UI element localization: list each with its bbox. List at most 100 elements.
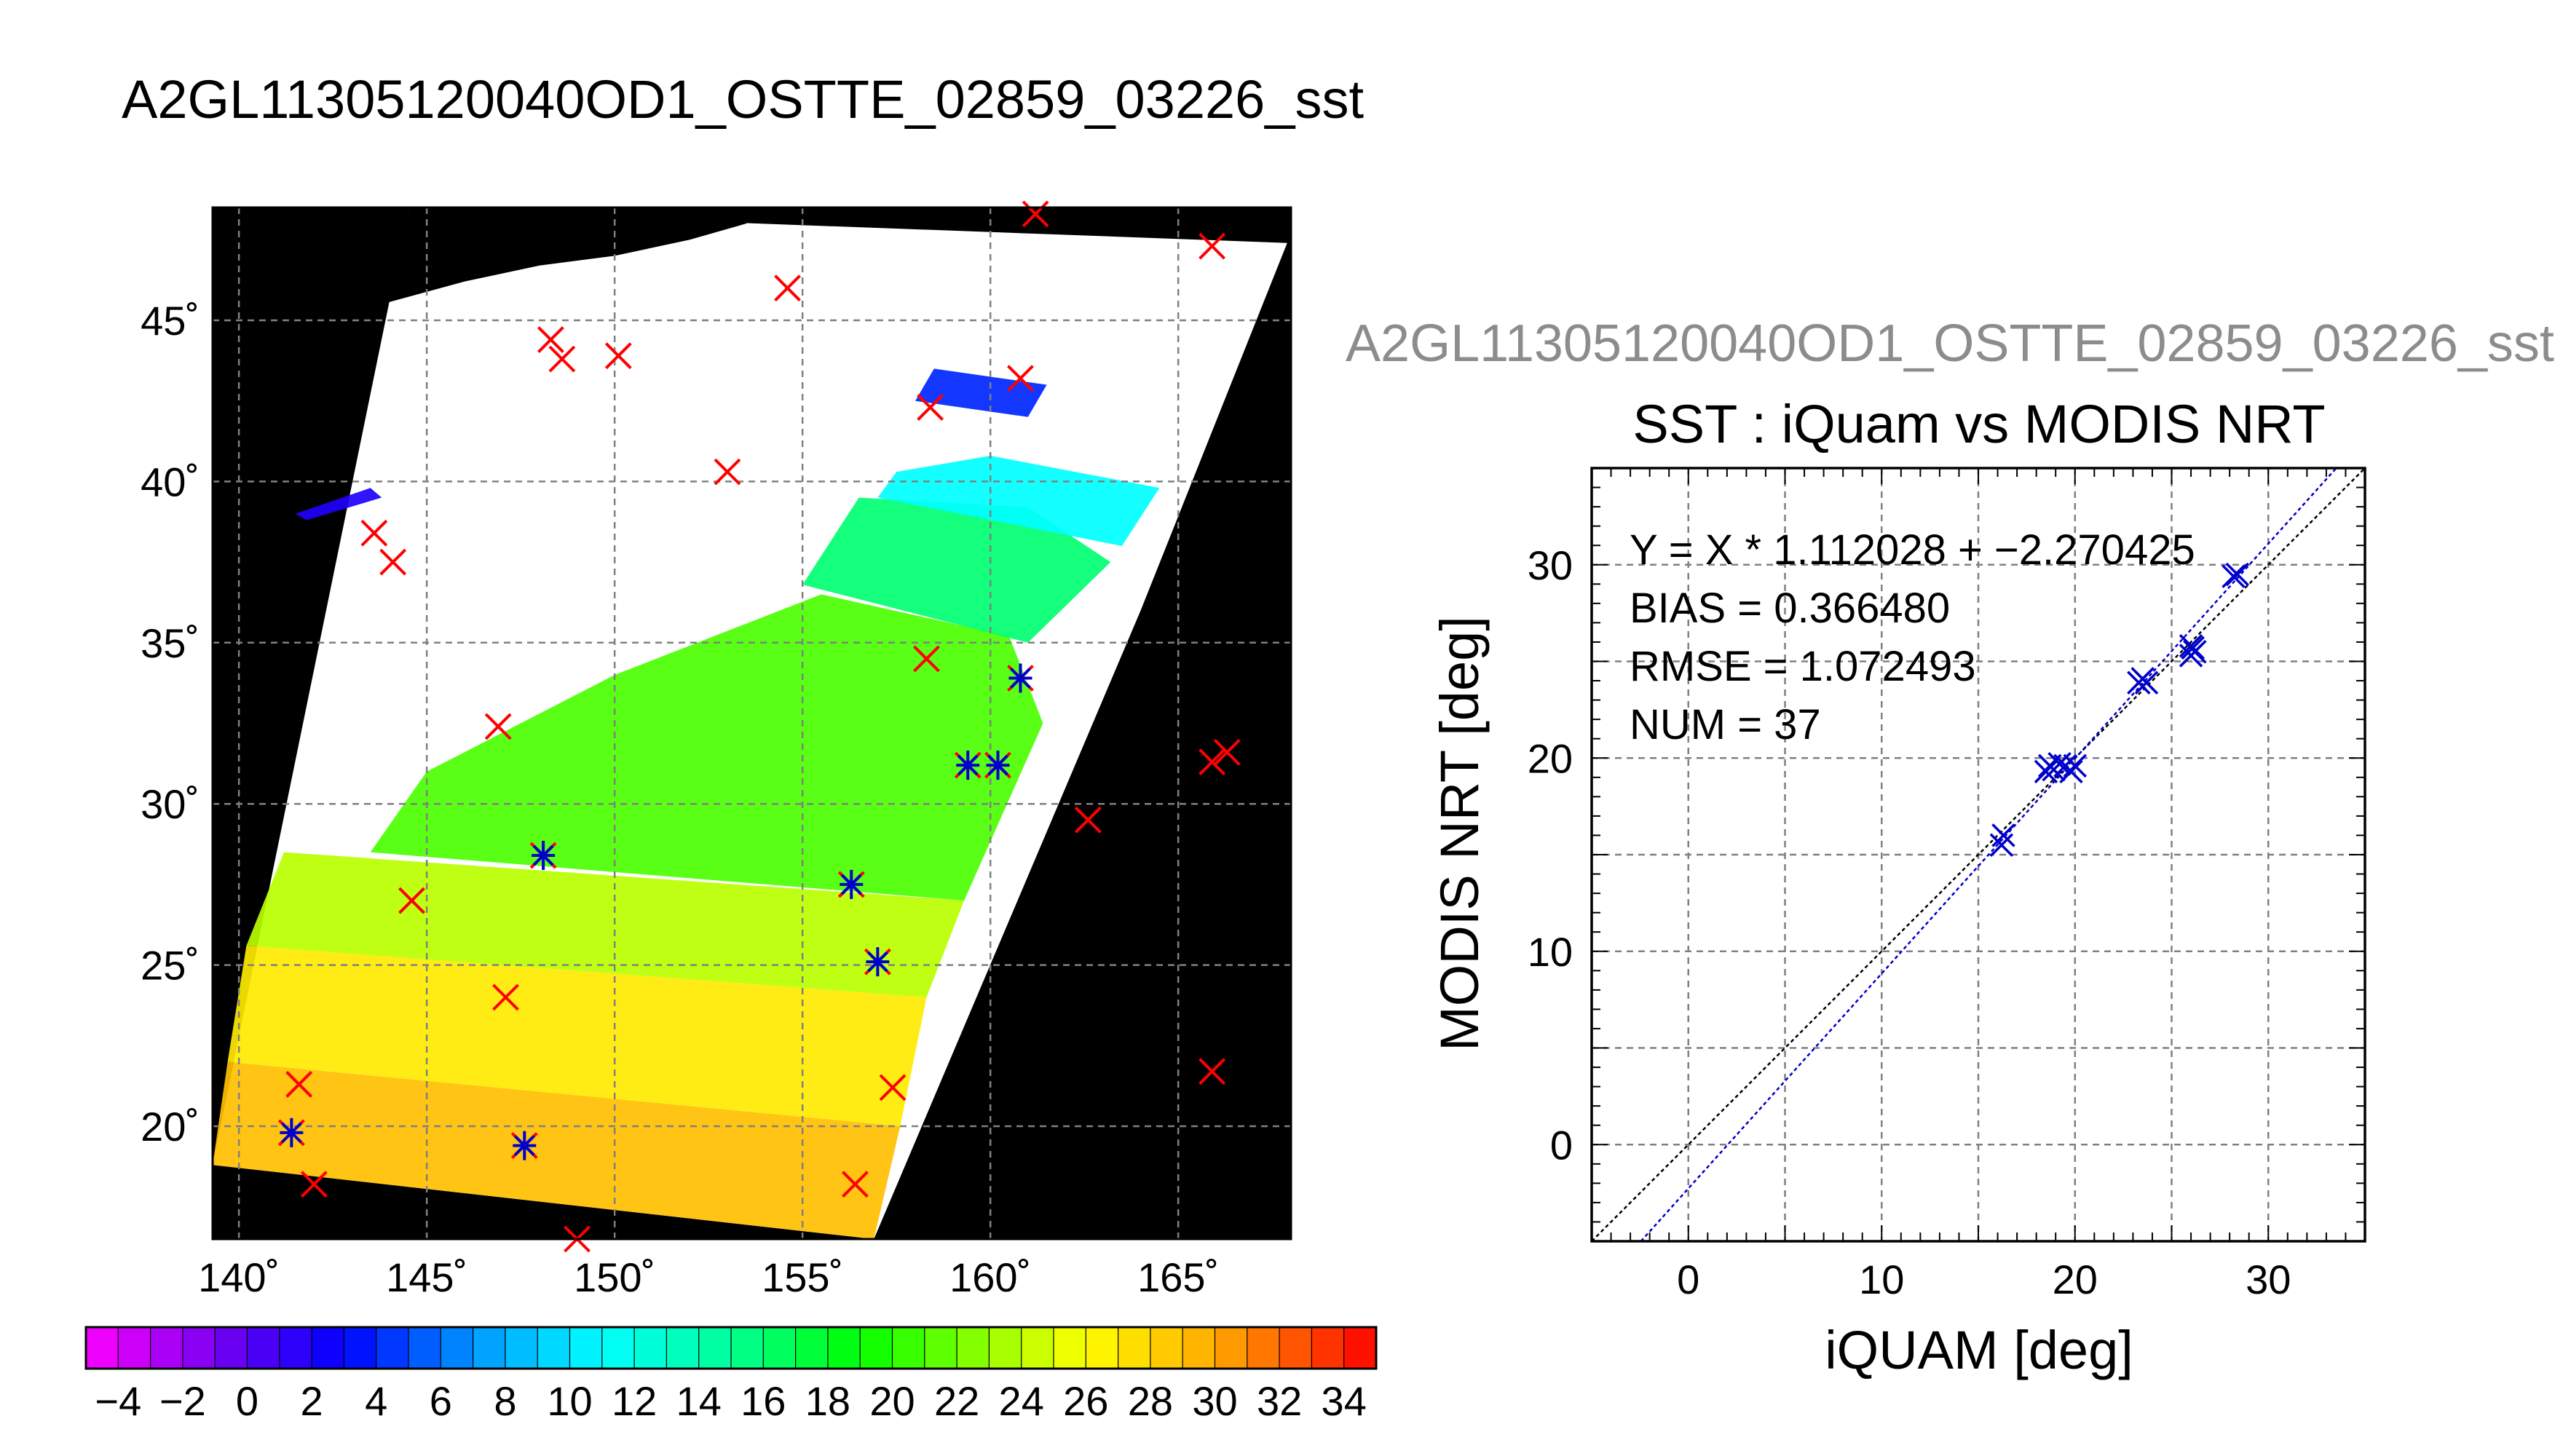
insitu-marker [714, 458, 741, 486]
insitu-marker [300, 1171, 328, 1198]
insitu-marker [285, 1071, 313, 1098]
scatter-point [2222, 564, 2246, 588]
sst-region [246, 852, 965, 997]
colorbar-cell [1247, 1327, 1280, 1369]
map-lon-tick-label: 150˚ [574, 1254, 655, 1300]
colorbar-cell [827, 1327, 861, 1369]
colorbar-tick-label: 6 [430, 1378, 452, 1424]
scatter-point [2225, 562, 2250, 587]
colorbar-cell [860, 1327, 893, 1369]
colorbar-tick-label: 26 [1063, 1378, 1108, 1424]
matched-marker [986, 751, 1010, 780]
colorbar-cell [957, 1327, 990, 1369]
colorbar-tick-label: 10 [547, 1378, 592, 1424]
insitu-marker [774, 274, 801, 302]
scatter-y-tick-label: 0 [1550, 1122, 1573, 1168]
colorbar-cell [1279, 1327, 1312, 1369]
stats-annotation: BIAS = 0.366480 [1630, 585, 1950, 632]
insitu-marker [484, 713, 512, 740]
stats-annotation: RMSE = 1.072493 [1630, 643, 1976, 690]
colorbar-tick-label: 32 [1257, 1378, 1302, 1424]
colorbar-cell [441, 1327, 474, 1369]
colorbar-tick-label: 28 [1128, 1378, 1173, 1424]
scatter-point [2034, 759, 2058, 784]
colorbar-cell [892, 1327, 925, 1369]
colorbar-cell [1086, 1327, 1119, 1369]
map-lon-tick-label: 145˚ [386, 1254, 467, 1300]
colorbar-cell [1054, 1327, 1086, 1369]
insitu-marker [360, 519, 388, 547]
identity-line [1591, 467, 2366, 1242]
sst-region [213, 1061, 901, 1239]
map-lon-tick-label: 160˚ [949, 1254, 1031, 1300]
stats-annotation: Y = X * 1.112028 + −2.270425 [1630, 526, 2195, 574]
map-lon-tick-label: 140˚ [198, 1254, 280, 1300]
colorbar-cell [666, 1327, 700, 1369]
scatter-point [2134, 670, 2159, 695]
colorbar-cell [86, 1327, 119, 1369]
colorbar-tick-label: −2 [159, 1378, 206, 1424]
map-lat-tick-label: 35˚ [141, 620, 200, 666]
scatter-plot-panel: 0 10 20 30 0 10 20 30 Y = X * 1.112028 + −2.2704… [1528, 467, 2366, 1302]
insitu-marker [548, 345, 576, 373]
scatter-title: SST : iQuam vs MODIS NRT [1632, 394, 2325, 454]
scatter-point [1991, 823, 2015, 847]
matched-marker [532, 841, 556, 871]
sst-region [802, 497, 1111, 643]
map-lon-tick-label: 165˚ [1137, 1254, 1219, 1300]
colorbar-cell [1343, 1327, 1377, 1369]
colorbar-cell [569, 1327, 603, 1369]
sst-region [370, 594, 1043, 901]
insitu-marker [1213, 738, 1241, 766]
colorbar-tick-label: 4 [365, 1378, 387, 1424]
colorbar-cell [408, 1327, 441, 1369]
sst-region [877, 456, 1160, 546]
colorbar-tick-label: 14 [676, 1378, 722, 1424]
scatter-point [1989, 833, 2014, 857]
insitu-marker [1198, 748, 1226, 776]
insitu-marker [492, 984, 519, 1011]
scatter-frame [1590, 467, 2366, 1243]
scatter-y-tick-label: 10 [1528, 929, 1573, 975]
colorbar-cell [1021, 1327, 1054, 1369]
map-frame [211, 206, 1292, 1241]
scatter-y-tick-label: 20 [1528, 735, 1573, 781]
colorbar-cell [924, 1327, 957, 1369]
matched-marker [866, 947, 890, 977]
scatter-point [2183, 639, 2207, 664]
insitu-marker [1007, 365, 1034, 392]
insitu-marker [537, 326, 564, 353]
colorbar-frame [84, 1326, 1378, 1370]
scatter-x-tick-label: 20 [2053, 1257, 2098, 1302]
insitu-marker [379, 548, 407, 576]
matched-marker [513, 1131, 537, 1160]
colorbar-cell [1150, 1327, 1183, 1369]
colorbar-cell [376, 1327, 409, 1369]
scatter-header: A2GL11305120040OD1_OSTTE_02859_03226_sst [1346, 314, 2554, 373]
regression-line [1640, 467, 2337, 1242]
scatter-y-label: MODIS NRT [deg] [1429, 616, 1490, 1051]
colorbar-cell [279, 1327, 312, 1369]
scatter-x-tick-label: 0 [1677, 1257, 1699, 1302]
colorbar-cell [118, 1327, 151, 1369]
insitu-marker [879, 1074, 907, 1101]
map-lat-tick-label: 30˚ [141, 781, 200, 827]
map-lat-tick-label: 20˚ [141, 1104, 200, 1150]
colorbar-cell [763, 1327, 797, 1369]
matched-marker [280, 1117, 304, 1147]
colorbar-tick-label: 34 [1322, 1378, 1367, 1424]
map-lat-tick-label: 40˚ [141, 459, 200, 505]
scatter-x-label: iQUAM [deg] [1825, 1320, 2133, 1380]
scatter-point [2179, 634, 2203, 658]
insitu-marker [1074, 806, 1102, 834]
figure-title: A2GL11305120040OD1_OSTTE_02859_03226_sst [122, 69, 1364, 130]
colorbar-cell [601, 1327, 635, 1369]
colorbar-tick-label: 20 [869, 1378, 915, 1424]
colorbar-cell [795, 1327, 829, 1369]
colorbar-cell [1118, 1327, 1151, 1369]
colorbar-cell [505, 1327, 538, 1369]
matched-marker [840, 869, 864, 899]
colorbar-cell [344, 1327, 377, 1369]
